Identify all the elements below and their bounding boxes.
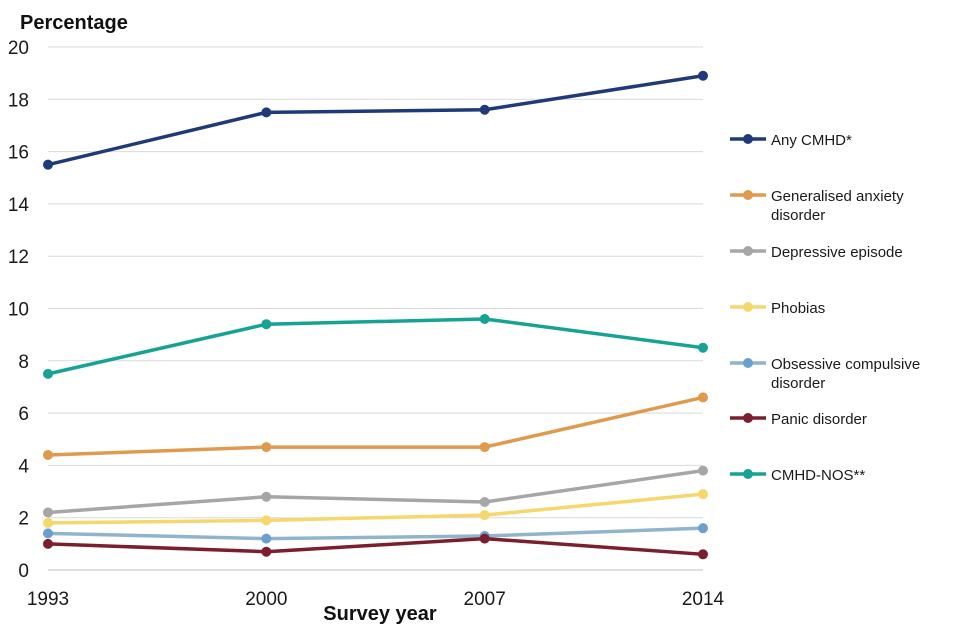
data-point bbox=[479, 510, 490, 521]
gridlines bbox=[48, 46, 703, 571]
x-tick-label: 2007 bbox=[464, 589, 506, 610]
y-tick-label: 4 bbox=[18, 456, 29, 477]
data-point bbox=[43, 507, 53, 518]
x-axis-ticks: 1993 2000 2007 2014 bbox=[27, 589, 725, 610]
series-line bbox=[43, 523, 708, 544]
series-path bbox=[46, 317, 705, 376]
legend-label: Depressive episode bbox=[771, 244, 903, 261]
data-point bbox=[261, 533, 272, 544]
legend-item: Obsessive compulsive disorder bbox=[730, 356, 920, 392]
series-line bbox=[43, 313, 708, 379]
legend-item: Panic disorder bbox=[730, 411, 867, 428]
y-tick-label: 14 bbox=[8, 195, 30, 216]
y-axis-title: Percentage bbox=[20, 12, 128, 34]
y-tick-label: 2 bbox=[18, 509, 29, 530]
legend-label: Panic disorder bbox=[771, 411, 867, 428]
legend-label: Obsessive compulsive bbox=[771, 356, 920, 373]
legend-item: Generalised anxiety disorder bbox=[730, 188, 904, 224]
data-point bbox=[698, 465, 708, 476]
legend-label: Generalised anxiety bbox=[771, 188, 904, 205]
data-point bbox=[479, 533, 490, 544]
legend-swatch-marker bbox=[743, 246, 753, 256]
legend-label: disorder bbox=[771, 375, 825, 392]
legend-item: Depressive episode bbox=[730, 244, 903, 261]
legend-swatch-marker bbox=[743, 302, 753, 312]
data-point bbox=[43, 368, 53, 379]
series-path bbox=[46, 536, 705, 557]
y-tick-label: 6 bbox=[18, 404, 29, 425]
data-point bbox=[479, 313, 490, 324]
legend-item: CMHD-NOS** bbox=[730, 467, 865, 484]
data-point bbox=[261, 107, 272, 118]
series-path bbox=[46, 526, 705, 541]
series-path bbox=[46, 492, 705, 525]
x-tick-label: 1993 bbox=[27, 589, 69, 610]
x-tick-label: 2014 bbox=[682, 589, 725, 610]
data-point bbox=[43, 538, 53, 549]
data-point bbox=[479, 497, 490, 508]
data-point bbox=[698, 523, 708, 534]
legend: Any CMHD* Generalised anxiety disorder Depr… bbox=[730, 132, 920, 484]
legend-item: Any CMHD* bbox=[730, 132, 852, 149]
series-line bbox=[43, 465, 708, 518]
x-axis-title: Survey year bbox=[323, 603, 437, 625]
data-point bbox=[479, 442, 490, 453]
series-line bbox=[43, 70, 708, 170]
data-point bbox=[698, 342, 708, 353]
data-point bbox=[261, 491, 272, 502]
legend-swatch-marker bbox=[743, 413, 753, 423]
data-point bbox=[698, 70, 708, 81]
data-point bbox=[261, 442, 272, 453]
y-tick-label: 0 bbox=[18, 561, 29, 582]
series-line bbox=[43, 392, 708, 460]
y-tick-label: 20 bbox=[8, 38, 29, 59]
data-point bbox=[698, 392, 708, 403]
y-tick-label: 16 bbox=[8, 143, 29, 164]
data-point bbox=[43, 449, 53, 460]
legend-item: Phobias bbox=[730, 300, 825, 317]
data-point bbox=[698, 549, 708, 560]
y-tick-label: 10 bbox=[8, 300, 29, 321]
series-line bbox=[43, 489, 708, 528]
series-lines bbox=[43, 70, 708, 560]
y-tick-label: 12 bbox=[8, 247, 29, 268]
x-tick-label: 2000 bbox=[245, 589, 287, 610]
data-point bbox=[261, 319, 272, 330]
data-point bbox=[261, 546, 272, 557]
legend-swatch-marker bbox=[743, 134, 753, 144]
series-path bbox=[46, 74, 705, 167]
series-path bbox=[46, 395, 705, 457]
legend-swatch-marker bbox=[743, 358, 753, 368]
data-point bbox=[43, 528, 53, 539]
data-point bbox=[43, 517, 53, 528]
data-point bbox=[479, 104, 490, 115]
legend-label: Any CMHD* bbox=[771, 132, 852, 149]
series-path bbox=[46, 468, 705, 515]
y-axis-ticks: 0 2 4 6 8 10 12 14 16 18 20 bbox=[8, 38, 30, 582]
legend-swatch-marker bbox=[743, 190, 753, 200]
legend-swatch-marker bbox=[743, 469, 753, 479]
y-tick-label: 8 bbox=[18, 352, 29, 373]
series-line bbox=[43, 533, 708, 560]
legend-label: disorder bbox=[771, 207, 825, 224]
data-point bbox=[698, 489, 708, 500]
data-point bbox=[261, 515, 272, 526]
legend-label: Phobias bbox=[771, 300, 825, 317]
y-tick-label: 18 bbox=[8, 90, 29, 111]
data-point bbox=[43, 159, 53, 170]
legend-label: CMHD-NOS** bbox=[771, 467, 865, 484]
